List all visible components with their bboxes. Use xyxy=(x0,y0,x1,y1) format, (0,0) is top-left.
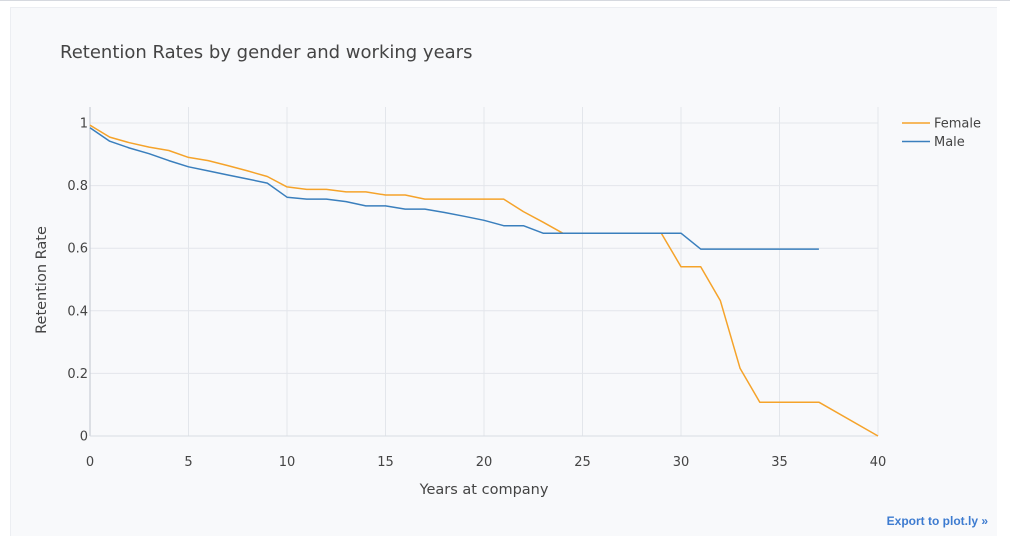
y-axis-title: Retention Rate xyxy=(34,226,50,334)
chart-container xyxy=(10,7,997,536)
x-tick-label: 10 xyxy=(279,455,296,470)
chart-title: Retention Rates by gender and working ye… xyxy=(60,42,472,63)
x-tick-label: 15 xyxy=(377,455,394,470)
x-tick-label: 20 xyxy=(476,455,493,470)
legend: Female Male xyxy=(902,117,981,150)
window-top-border xyxy=(0,0,1010,1)
y-tick-label: 0.4 xyxy=(67,304,88,319)
x-tick-label: 0 xyxy=(86,455,94,470)
y-tick-label: 0.2 xyxy=(67,367,88,382)
x-tick-label: 25 xyxy=(574,455,591,470)
y-tick-label: 0.8 xyxy=(67,179,88,194)
series-line-male[interactable] xyxy=(89,127,819,250)
x-tick-label: 40 xyxy=(870,455,887,470)
x-tick-label: 30 xyxy=(673,455,690,470)
x-tick-label: 5 xyxy=(184,455,192,470)
legend-label-male[interactable]: Male xyxy=(934,135,965,150)
x-tick-label: 35 xyxy=(771,455,788,470)
y-tick-label: 0 xyxy=(80,430,88,445)
tick-layer: 00.20.40.60.810 5 10 15 20 25 30 35 40 xyxy=(67,117,886,471)
series-layer xyxy=(89,124,879,437)
y-tick-label: 0.6 xyxy=(67,242,88,257)
legend-label-female[interactable]: Female xyxy=(934,117,981,132)
y-tick-label: 1 xyxy=(80,117,88,132)
x-axis-title: Years at company xyxy=(419,482,549,498)
series-line-female[interactable] xyxy=(89,124,879,437)
export-to-plotly-link[interactable]: Export to plot.ly » xyxy=(886,514,988,528)
grid-layer xyxy=(89,107,879,437)
